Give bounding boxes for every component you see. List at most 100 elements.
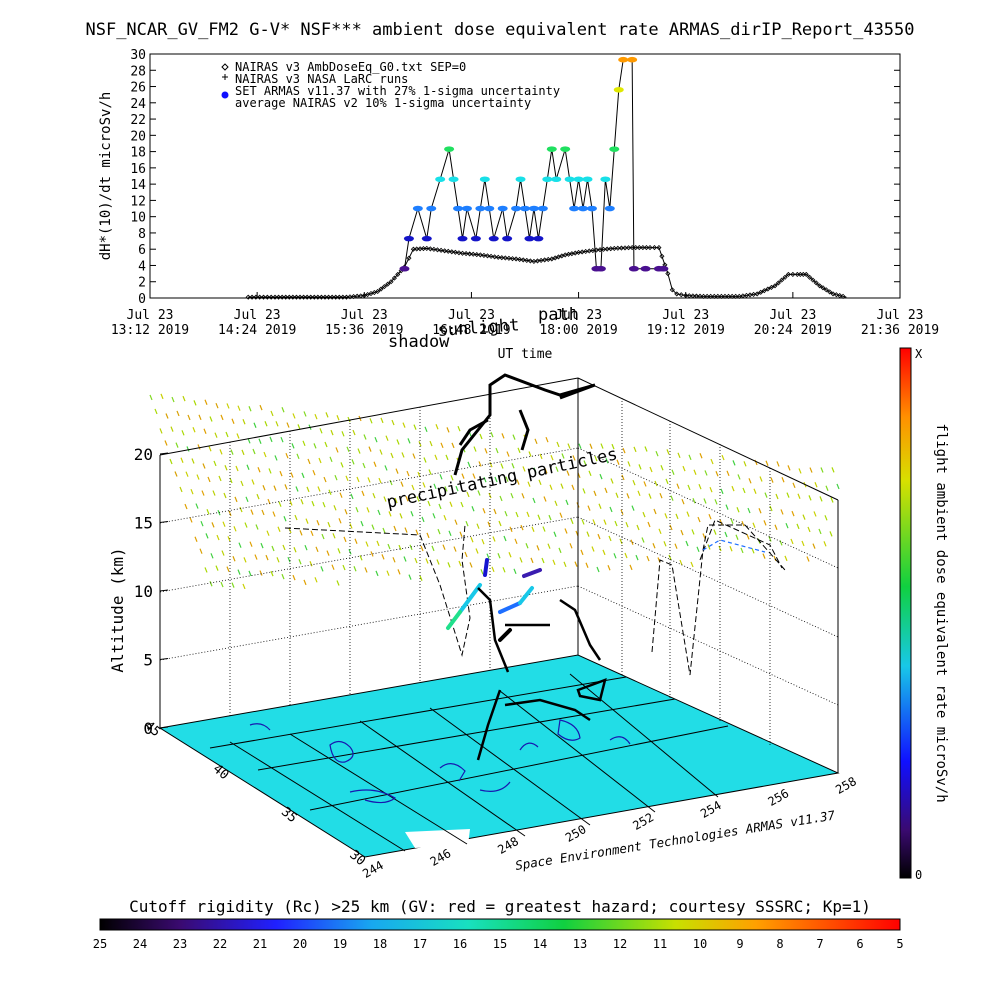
- dose-dash: [814, 481, 818, 488]
- rigidity-tick-label: 16: [453, 937, 467, 951]
- dose-dash: [762, 553, 766, 559]
- dose-dash: [338, 518, 342, 524]
- dose-dash: [422, 482, 426, 488]
- dose-dash: [315, 546, 319, 553]
- dose-dash: [261, 509, 265, 516]
- dose-dash: [693, 469, 697, 475]
- dose-dash: [510, 492, 514, 499]
- dose-dash: [388, 511, 392, 517]
- nairas-point: [329, 294, 335, 300]
- dose-dash: [412, 453, 416, 459]
- dose-dash: [264, 421, 268, 427]
- dose-dash: [437, 528, 441, 535]
- x-tick-label-line2: 21:36 2019: [861, 323, 939, 338]
- dose-dash: [759, 476, 763, 482]
- dose-dash: [492, 536, 496, 542]
- legend-plus-marker: [222, 74, 228, 80]
- dose-dash: [220, 581, 224, 588]
- nairas-point: [840, 293, 846, 299]
- rigidity-colorbar-gradient: [99, 918, 901, 931]
- dose-dash: [210, 553, 214, 559]
- dose-dash: [453, 546, 457, 552]
- nairas-point: [245, 294, 251, 300]
- dose-dash: [280, 436, 284, 443]
- dose-dash: [703, 498, 707, 504]
- x-tick-label-line2: 13:12 2019: [111, 323, 189, 338]
- dose-dash: [221, 550, 225, 556]
- altitude-tick-mark: [159, 452, 169, 455]
- dose-dash: [769, 505, 773, 512]
- legend-diamond-marker: [221, 63, 229, 71]
- dose-dash: [522, 466, 526, 472]
- dose-dash: [714, 499, 718, 505]
- dose-dash: [225, 431, 229, 438]
- rigidity-tick-label: 12: [613, 937, 627, 951]
- nairas-point: [597, 247, 603, 253]
- dose-dash: [396, 439, 400, 445]
- dose-dash: [438, 503, 442, 510]
- dose-dash: [736, 507, 740, 513]
- dose-dash: [350, 493, 354, 500]
- armas-point: [542, 176, 553, 183]
- flight-path-black: [476, 587, 607, 761]
- longitude-tick-label: 246: [428, 846, 454, 869]
- box-frame: [159, 377, 839, 773]
- nairas-point: [622, 245, 628, 251]
- dose-dash: [718, 545, 722, 552]
- nairas-point: [803, 271, 809, 277]
- x-tick-label-line2: 14:24 2019: [218, 323, 296, 338]
- dose-dash: [725, 504, 729, 510]
- dose-dash: [626, 493, 630, 499]
- dose-dash: [587, 505, 591, 511]
- dose-dash: [263, 451, 267, 458]
- dose-dash: [411, 484, 415, 491]
- armas-point: [564, 176, 575, 183]
- dose-dash: [480, 569, 484, 575]
- dose-dash: [686, 511, 690, 517]
- dose-dash: [602, 549, 606, 556]
- dose-dash: [653, 508, 657, 515]
- dose-dash: [218, 475, 222, 482]
- dose-dash: [776, 461, 780, 467]
- dose-dash: [395, 468, 399, 474]
- x-tick-label-line1: Jul 23: [234, 308, 281, 323]
- nairas-point: [513, 256, 519, 262]
- dose-dash: [237, 569, 241, 575]
- armas-point: [479, 176, 490, 183]
- dose-dash: [605, 458, 609, 464]
- dose-dash: [615, 492, 619, 498]
- x-tick-label-line2: 18:00 2019: [539, 323, 617, 338]
- dose-dash: [552, 559, 556, 566]
- longitude-tick-label: 250: [563, 822, 589, 845]
- dose-dash: [403, 556, 407, 562]
- armas-point: [403, 235, 414, 242]
- dose-dash: [747, 507, 751, 514]
- dose-dash: [349, 523, 353, 529]
- dose-dash: [154, 408, 158, 415]
- dose-dash: [176, 410, 180, 417]
- dose-dash: [572, 455, 576, 461]
- armas-point: [470, 235, 481, 242]
- dose-dash: [164, 440, 168, 446]
- dose-dash: [182, 395, 186, 402]
- dose-dash: [609, 506, 613, 513]
- rigidity-colorbar-title: Cutoff rigidity (Rc) >25 km (GV: red = g…: [129, 897, 871, 916]
- dose-dash: [737, 474, 741, 480]
- nairas-point: [272, 294, 278, 300]
- dose-dash: [329, 456, 333, 463]
- dose-dash: [291, 443, 295, 449]
- dose-dash: [692, 498, 696, 504]
- x-tick-label-line2: 20:24 2019: [754, 323, 832, 338]
- dose-dash: [547, 543, 551, 549]
- dose-dash: [416, 496, 420, 502]
- dose-dash: [455, 485, 459, 492]
- x-tick-label-line2: 16:48 2019: [432, 323, 510, 338]
- dose-dash: [604, 487, 608, 494]
- dose-dash: [558, 547, 562, 554]
- dose-dash: [302, 440, 306, 447]
- dose-dash: [248, 570, 252, 577]
- dose-dash: [526, 511, 530, 518]
- armas-point: [578, 205, 589, 212]
- dose-dash: [554, 500, 558, 507]
- dose-dash: [364, 567, 368, 573]
